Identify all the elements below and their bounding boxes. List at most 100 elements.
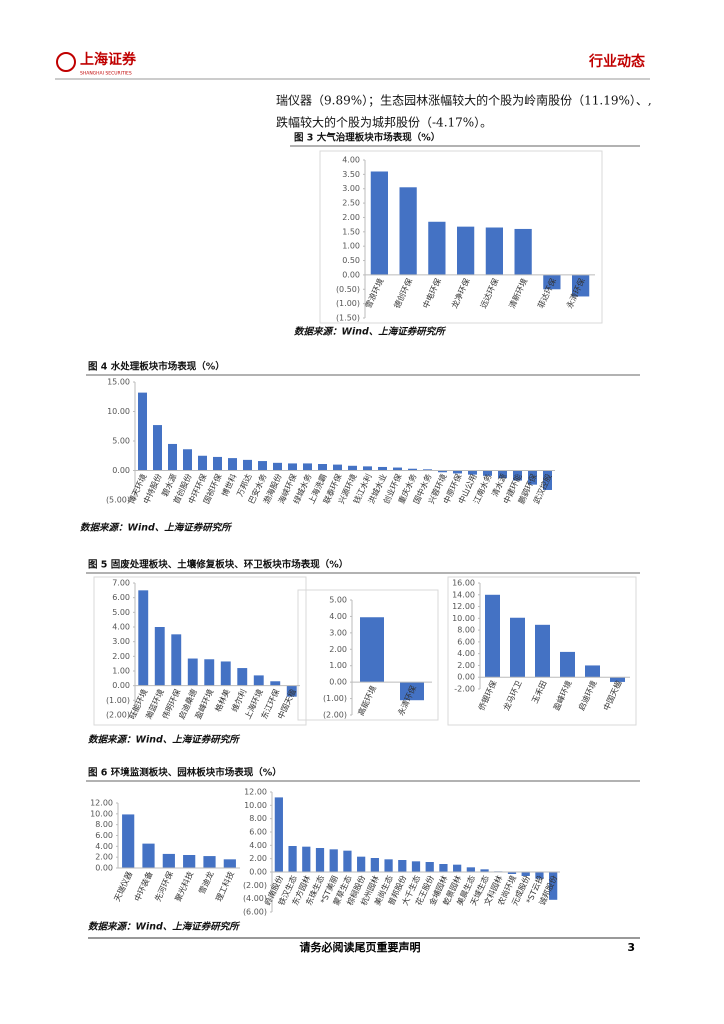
x-tick-label: 中电环保 xyxy=(420,277,443,310)
bar xyxy=(513,470,522,481)
bar xyxy=(468,470,477,475)
bar xyxy=(610,677,625,682)
y-tick-label: 6.00 xyxy=(95,831,113,840)
bar xyxy=(168,443,177,471)
y-tick-label: 0.00 xyxy=(329,678,347,687)
x-tick-label: 先河环保 xyxy=(152,870,175,903)
bar xyxy=(572,274,590,297)
y-tick-label: 7.00 xyxy=(112,579,130,588)
bar xyxy=(348,465,357,471)
x-tick-label: 理工科技 xyxy=(213,870,236,903)
figure-title: 图 4 水处理板块市场表现（%） xyxy=(88,361,225,373)
y-tick-label: -2.00 xyxy=(454,685,475,694)
x-tick-label: 德创环保 xyxy=(392,277,415,310)
bar xyxy=(153,425,162,471)
y-tick-label: 4.00 xyxy=(249,841,267,850)
y-tick-label: 0.00 xyxy=(342,270,360,279)
x-tick-label: 菲达环保 xyxy=(535,277,558,310)
y-tick-label: 0.00 xyxy=(249,868,267,877)
bar xyxy=(315,848,325,872)
bar xyxy=(398,860,407,872)
bar xyxy=(363,466,372,471)
bar xyxy=(162,853,175,868)
chart-frame xyxy=(447,576,637,726)
bar xyxy=(370,858,379,872)
y-tick-label: (2.00) xyxy=(323,711,347,720)
bar xyxy=(480,869,489,872)
y-tick-label: (1.00) xyxy=(336,299,360,308)
bar xyxy=(400,682,424,701)
page-number: 3 xyxy=(627,941,635,954)
bar xyxy=(243,459,252,471)
bar xyxy=(438,470,447,473)
bar xyxy=(154,627,165,686)
y-tick-label: 2.00 xyxy=(95,853,113,862)
y-tick-label: 1.00 xyxy=(329,661,347,670)
bar xyxy=(343,850,352,872)
y-tick-label: 3.50 xyxy=(342,170,360,179)
y-tick-label: 0.00 xyxy=(112,466,130,475)
x-tick-label: 雪迪龙 xyxy=(196,870,215,896)
figure-title: 图 3 大气治理板块市场表现（%） xyxy=(294,132,440,144)
bar xyxy=(171,634,182,686)
y-tick-label: (1.00) xyxy=(106,696,130,705)
source: 数据来源：Wind、上海证券研究所 xyxy=(294,326,447,338)
bar xyxy=(288,463,297,471)
y-tick-label: 12.00 xyxy=(244,788,267,797)
x-tick-label: 侨银环保 xyxy=(476,679,499,712)
x-tick-label: 高能环境 xyxy=(355,684,378,717)
y-tick-label: 10.00 xyxy=(452,614,475,623)
bar xyxy=(370,171,388,275)
bar xyxy=(399,187,417,275)
y-tick-label: 2.50 xyxy=(342,199,360,208)
bar xyxy=(543,274,561,290)
bar xyxy=(485,227,503,275)
x-tick-label: 中环装备 xyxy=(132,870,155,903)
bar xyxy=(453,470,462,474)
y-tick-label: 4.00 xyxy=(329,612,347,621)
body-line: 瑞仪器（9.89%）；生态园林涨幅较大的个股为岭南股份（11.19%）、, xyxy=(276,93,652,108)
x-tick-label: 中国天楹 xyxy=(601,679,624,712)
bar xyxy=(428,221,446,275)
y-tick-label: 2.00 xyxy=(112,652,130,661)
y-tick-label: 2.00 xyxy=(457,661,475,670)
bar xyxy=(258,461,267,471)
bar xyxy=(411,861,421,872)
x-tick-label: 远达环保 xyxy=(478,277,501,310)
source: 数据来源：Wind、上海证券研究所 xyxy=(80,522,233,534)
y-tick-label: 0.50 xyxy=(342,256,360,265)
x-tick-label: 玉禾田 xyxy=(530,679,548,705)
bar xyxy=(198,455,207,471)
brand: 上海证券 xyxy=(80,51,137,68)
x-tick-label: 龙马环卫 xyxy=(501,679,524,712)
y-tick-label: 0.00 xyxy=(457,673,475,682)
bar xyxy=(237,668,248,686)
bar xyxy=(585,665,600,678)
y-tick-label: 10.00 xyxy=(244,801,267,810)
body-line: 跌幅较大的个股为城邦股份（-4.17%）。 xyxy=(276,115,492,130)
x-tick-label: 清新环境 xyxy=(507,277,530,310)
y-tick-label: (5.00) xyxy=(106,496,130,505)
y-tick-label: 4.00 xyxy=(457,649,475,658)
y-tick-label: 12.00 xyxy=(452,602,475,611)
bar xyxy=(408,468,417,471)
bar xyxy=(378,466,387,471)
y-tick-label: (1.00) xyxy=(323,694,347,703)
logo-icon xyxy=(56,52,76,72)
brand-en: SHANGHAI SECURITIES xyxy=(80,71,132,77)
y-tick-label: 2.00 xyxy=(329,645,347,654)
figure-title: 图 5 固废处理板块、土壤修复板块、环卫板块市场表现（%） xyxy=(88,559,348,571)
bar xyxy=(514,228,532,275)
figure-title: 图 6 环境监测板块、园林板块市场表现（%） xyxy=(88,767,282,779)
y-tick-label: 4.00 xyxy=(112,623,130,632)
y-tick-label: 14.00 xyxy=(452,590,475,599)
bar xyxy=(204,659,215,686)
bar xyxy=(485,594,500,678)
y-tick-label: 16.00 xyxy=(452,579,475,588)
source: 数据来源：Wind、上海证券研究所 xyxy=(88,734,241,746)
x-tick-label: 维尔利 xyxy=(229,687,248,713)
bar xyxy=(535,872,544,879)
bar xyxy=(329,849,338,872)
x-tick-label: 聚光科技 xyxy=(173,870,196,903)
bar xyxy=(288,846,297,872)
